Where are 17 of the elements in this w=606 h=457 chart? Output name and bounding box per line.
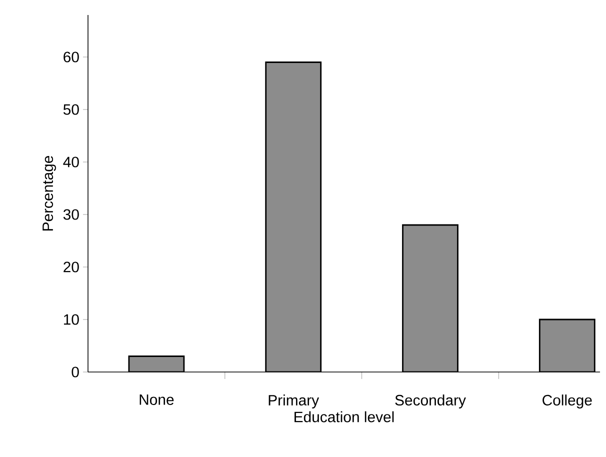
x-axis-title: Education level — [294, 411, 394, 422]
y-tick-label: 30 — [63, 209, 79, 220]
bar — [128, 356, 185, 372]
y-tick-label: 40 — [63, 156, 79, 168]
y-tick-label: 20 — [64, 262, 79, 272]
bar — [538, 318, 596, 372]
y-tick-label: 50 — [63, 104, 79, 115]
y-axis-title: Percentage — [42, 156, 56, 230]
x-tick-label: Primary — [268, 394, 320, 408]
x-tick-label: Secondary — [395, 394, 466, 408]
y-tick-label: 0 — [72, 366, 79, 378]
y-tick-label: 10 — [64, 314, 79, 325]
x-tick-label: College — [542, 394, 592, 408]
y-tick-label: 60 — [64, 52, 79, 62]
bar — [265, 62, 322, 372]
bar — [402, 224, 458, 372]
x-tick-label: None — [140, 394, 174, 405]
